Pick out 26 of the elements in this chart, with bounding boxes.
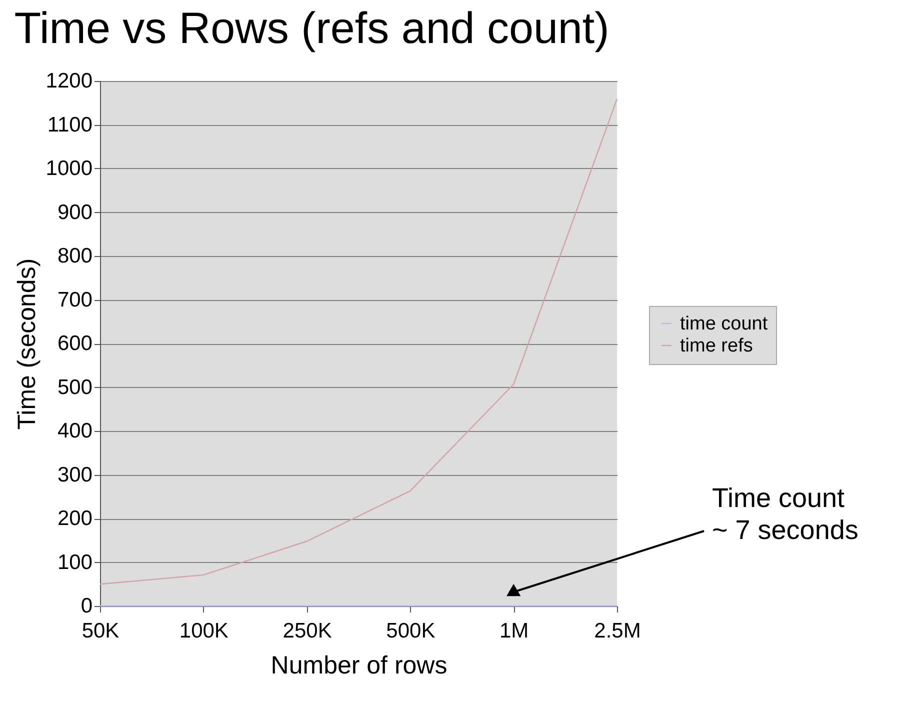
- x-tick-label: 50K: [82, 620, 120, 642]
- y-tick-label: 400: [57, 420, 92, 442]
- y-tick-label: 800: [57, 244, 92, 268]
- y-tick-label: 200: [57, 507, 92, 530]
- y-tick-label: 1000: [46, 157, 92, 180]
- y-tick-label: 500: [57, 376, 92, 399]
- y-tick-label: 1100: [47, 113, 92, 136]
- y-tick-label: 700: [57, 288, 92, 312]
- y-tick-label: 100: [57, 550, 92, 574]
- x-axis-title: Number of rows: [270, 652, 448, 680]
- y-tick-label: 900: [57, 200, 92, 224]
- y-tick-label: 0: [80, 594, 92, 618]
- x-tick-label: 1M: [500, 620, 529, 642]
- y-tick-label: 1200: [46, 70, 92, 92]
- text: Time count ~ 7 seconds: [712, 483, 858, 545]
- y-axis-title: Time (seconds): [12, 258, 41, 430]
- x-tick-label: 2.5M: [594, 620, 641, 642]
- legend-label: time count: [680, 314, 768, 334]
- legend-label: time refs: [680, 336, 753, 356]
- x-tick-label: 100K: [179, 620, 228, 642]
- chart-title: Time vs Rows (refs and count): [14, 4, 610, 53]
- y-tick-label: 300: [57, 463, 92, 486]
- y-tick-label: 600: [57, 332, 92, 355]
- x-tick-label: 250K: [282, 620, 332, 642]
- x-tick-label: 500K: [386, 620, 436, 642]
- line-series: [99, 98, 618, 585]
